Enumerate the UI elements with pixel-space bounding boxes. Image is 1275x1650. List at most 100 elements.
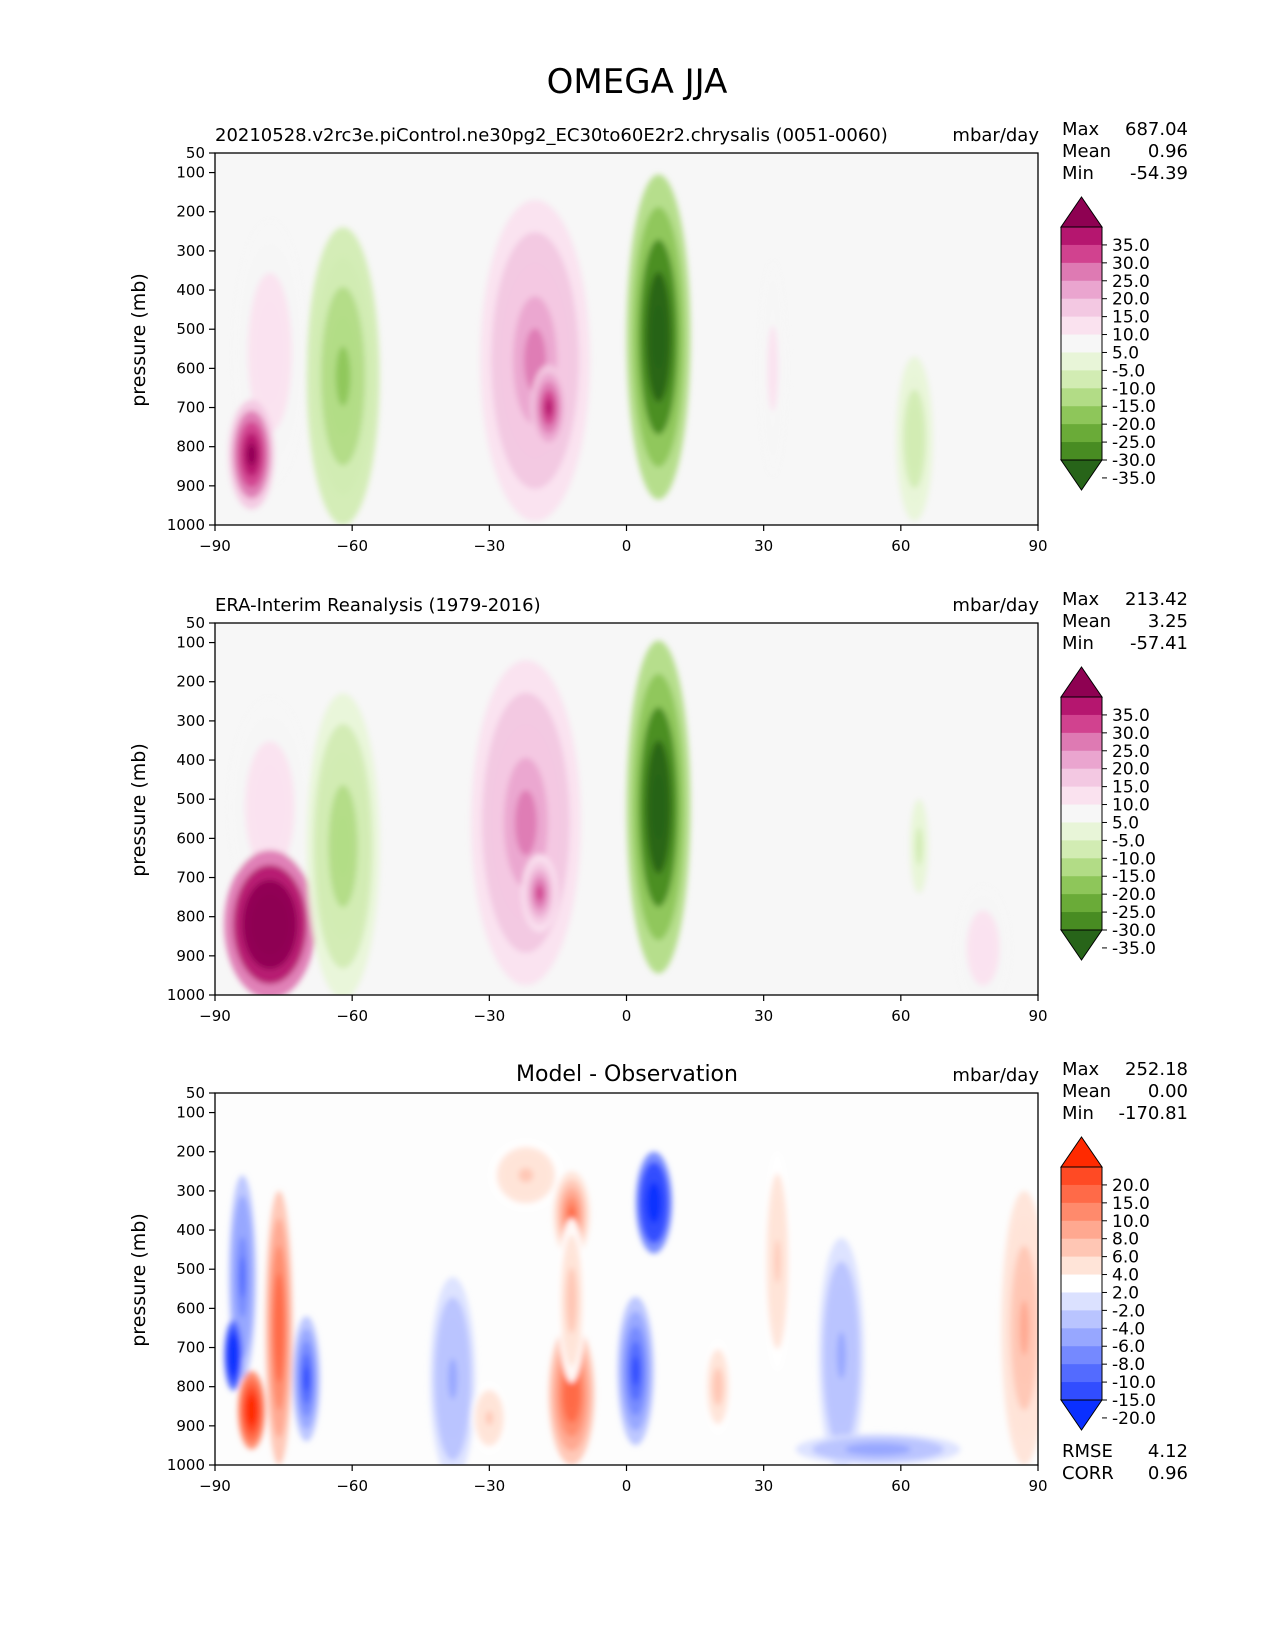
- colorbar-segment: [1061, 876, 1102, 895]
- colorbar-extend-bottom: [1060, 459, 1103, 491]
- colorbar-segment: [1061, 406, 1102, 425]
- colorbar-label: -2.0: [1112, 1301, 1145, 1321]
- colorbar-label: 2.0: [1112, 1283, 1139, 1303]
- colorbar-label: -5.0: [1112, 831, 1145, 851]
- colorbar-label: -10.0: [1112, 849, 1156, 869]
- y-tick-label: 200: [176, 203, 205, 221]
- x-tick-label: −30: [474, 1477, 506, 1495]
- y-tick-label: 500: [176, 790, 205, 808]
- colorbar-segment: [1061, 442, 1102, 461]
- stat-value: 252.18: [1125, 1059, 1188, 1080]
- figure-title: OMEGA JJA: [547, 62, 728, 102]
- colorbar-label: 15.0: [1112, 308, 1150, 328]
- contour-feature: [861, 1446, 895, 1453]
- y-axis-label: pressure (mb): [128, 273, 150, 407]
- x-tick-label: 30: [754, 1477, 773, 1495]
- colorbar-label: 10.0: [1112, 796, 1150, 816]
- colorbar-segment: [1061, 732, 1102, 752]
- stat-value: 0.96: [1148, 1463, 1188, 1484]
- y-tick-label: 50: [186, 614, 205, 632]
- y-tick-label: 100: [176, 634, 205, 652]
- colorbar-frame: [1060, 1166, 1103, 1401]
- colorbar-label: -35.0: [1112, 939, 1156, 959]
- y-tick-label: 900: [176, 947, 205, 965]
- colorbar-segment: [1061, 1310, 1102, 1329]
- x-tick-label: 60: [891, 1477, 910, 1495]
- colorbar-segment: [1061, 1202, 1102, 1222]
- panel-title-left: 20210528.v2rc3e.piControl.ne30pg2_EC30to…: [215, 125, 888, 146]
- colorbar-label: 15.0: [1112, 1194, 1150, 1214]
- colorbar-label: 25.0: [1112, 742, 1150, 762]
- colorbar-extend-bottom: [1060, 1399, 1103, 1431]
- y-tick-label: 900: [176, 477, 205, 495]
- x-tick-label: −60: [336, 1007, 368, 1025]
- stat-label: Mean: [1062, 1081, 1111, 1102]
- colorbar-label: -10.0: [1112, 379, 1156, 399]
- y-tick-label: 800: [176, 438, 205, 456]
- contour-feature: [303, 1366, 310, 1392]
- stat-label: Max: [1062, 589, 1100, 610]
- stat-value: -54.39: [1130, 163, 1188, 184]
- stat-value: 213.42: [1125, 589, 1188, 610]
- contour-feature: [917, 836, 921, 856]
- colorbar-segment: [1061, 750, 1102, 770]
- colorbar-label: 4.0: [1112, 1266, 1139, 1286]
- colorbar-segment: [1061, 1238, 1102, 1258]
- colorbar: 35.030.025.020.015.010.05.0-5.0-10.0-15.…: [1060, 196, 1156, 491]
- colorbar-extend-bottom: [1060, 929, 1103, 961]
- colorbar-label: 20.0: [1112, 760, 1150, 780]
- colorbar-label: -25.0: [1112, 903, 1156, 923]
- colorbar-label: -4.0: [1112, 1319, 1145, 1339]
- colorbar-segment: [1061, 804, 1102, 823]
- panel-model: 20210528.v2rc3e.piControl.ne30pg2_EC30to…: [128, 119, 1188, 555]
- colorbar-label: 10.0: [1112, 326, 1150, 346]
- y-ticks: 50 100 200 300 400 500 600 700 800 900 1000: [167, 614, 215, 1004]
- contour-feature: [836, 1331, 846, 1379]
- y-tick-label: 600: [176, 359, 205, 377]
- contour-feature: [276, 1300, 282, 1356]
- colorbar-segment: [1061, 352, 1102, 371]
- colorbar-segment: [1061, 697, 1102, 716]
- contour-feature: [518, 1168, 534, 1183]
- contour-feature: [652, 773, 665, 841]
- colorbar-frame: [1060, 696, 1103, 931]
- y-tick-label: 100: [176, 164, 205, 182]
- colorbar-label: -8.0: [1112, 1355, 1145, 1375]
- stat-label: CORR: [1062, 1463, 1114, 1484]
- panel-title-left: ERA-Interim Reanalysis (1979-2016): [215, 595, 541, 616]
- colorbar-segment: [1061, 714, 1102, 734]
- contour-feature: [977, 935, 989, 961]
- contour-feature: [335, 346, 351, 406]
- colorbar-label: 30.0: [1112, 254, 1150, 274]
- contour-feature: [545, 398, 553, 417]
- stat-label: Max: [1062, 1059, 1100, 1080]
- colorbar-label: 10.0: [1112, 1212, 1150, 1232]
- colorbar-segment: [1061, 1184, 1102, 1204]
- colorbar-label: 5.0: [1112, 343, 1139, 363]
- x-tick-label: −30: [474, 537, 506, 555]
- contour-feature: [652, 304, 665, 370]
- y-tick-label: 500: [176, 1260, 205, 1278]
- colorbar-segment: [1061, 1328, 1102, 1347]
- stat-value: 3.25: [1148, 611, 1188, 632]
- stat-value: 0.96: [1148, 141, 1188, 162]
- colorbar-segment: [1061, 1167, 1102, 1186]
- y-tick-label: 700: [176, 1339, 205, 1357]
- contour-feature: [650, 1192, 658, 1213]
- colorbar-frame: [1060, 226, 1103, 461]
- contour-field: [228, 174, 933, 525]
- panel-diff: Model - Observation mbar/day pressure (m…: [128, 1059, 1188, 1495]
- x-tick-label: −60: [336, 1477, 368, 1495]
- contour-feature: [770, 346, 776, 390]
- colorbar-segment: [1061, 858, 1102, 877]
- contour-feature: [1019, 1300, 1029, 1356]
- colorbar-segment: [1061, 298, 1102, 318]
- x-tick-label: −90: [199, 1477, 231, 1495]
- x-tick-label: −90: [199, 1007, 231, 1025]
- stat-label: Min: [1062, 1103, 1094, 1124]
- y-ticks: 50 100 200 300 400 500 600 700 800 900 1000: [167, 1084, 215, 1474]
- colorbar-label: 30.0: [1112, 724, 1150, 744]
- panel-obs: ERA-Interim Reanalysis (1979-2016) mbar/…: [128, 589, 1188, 1025]
- stat-value: 4.12: [1148, 1441, 1188, 1462]
- colorbar-segment: [1061, 912, 1102, 931]
